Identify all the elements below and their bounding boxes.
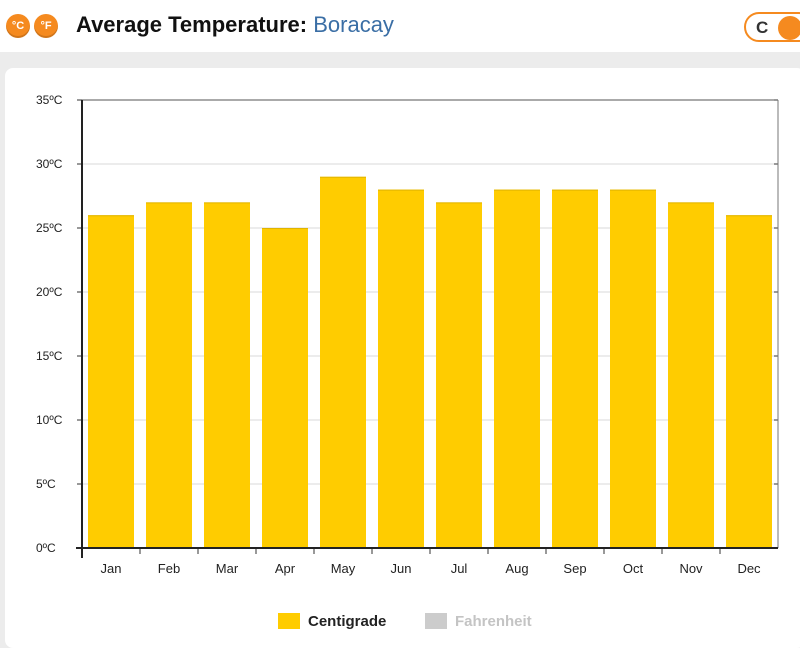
bar-sep <box>552 189 598 548</box>
y-tick-label: 35ºC <box>36 93 63 107</box>
bar-jul <box>436 202 482 548</box>
x-tick-label-apr: Apr <box>275 561 296 576</box>
x-tick-label-jul: Jul <box>451 561 468 576</box>
y-tick-label: 15ºC <box>36 349 63 363</box>
y-tick-label: 20ºC <box>36 285 63 299</box>
x-tick-label-feb: Feb <box>158 561 180 576</box>
legend-label-fahrenheit: Fahrenheit <box>455 613 532 630</box>
y-tick-label: 30ºC <box>36 157 63 171</box>
bar-feb <box>146 202 192 548</box>
bar-dec <box>726 215 772 548</box>
title-label: Average Temperature: <box>76 12 308 37</box>
fahrenheit-unit-icon[interactable]: °F <box>34 14 58 38</box>
x-tick-label-may: May <box>331 561 356 576</box>
x-tick-label-mar: Mar <box>216 561 239 576</box>
y-tick-label: 10ºC <box>36 413 63 427</box>
x-tick-label-oct: Oct <box>623 561 644 576</box>
x-tick-label-nov: Nov <box>679 561 703 576</box>
legend-item-centigrade[interactable]: Centigrade <box>278 612 408 632</box>
unit-toggle[interactable]: C <box>744 12 800 42</box>
bar-apr <box>262 228 308 548</box>
y-tick-label: 25ºC <box>36 221 63 235</box>
bar-may <box>320 176 366 549</box>
bar-jan <box>88 215 134 548</box>
x-tick-label-jun: Jun <box>391 561 412 576</box>
toggle-knob[interactable] <box>778 16 800 40</box>
x-tick-label-aug: Aug <box>505 561 528 576</box>
legend-label-centigrade: Centigrade <box>308 613 387 630</box>
x-tick-label-dec: Dec <box>737 561 761 576</box>
bar-jun <box>378 189 424 548</box>
title-place: Boracay <box>313 12 394 37</box>
page-title: Average Temperature: Boracay <box>76 12 394 38</box>
bar-oct <box>610 189 656 548</box>
celsius-unit-icon[interactable]: °C <box>6 14 30 38</box>
y-tick-label: 0ºC <box>36 541 56 555</box>
legend-item-fahrenheit[interactable]: Fahrenheit <box>425 612 555 632</box>
bar-mar <box>204 202 250 548</box>
legend-swatch-fahrenheit <box>425 613 447 629</box>
bar-nov <box>668 202 714 548</box>
legend-swatch-centigrade <box>278 613 300 629</box>
y-tick-label: 5ºC <box>36 477 56 491</box>
bar-aug <box>494 189 540 548</box>
x-tick-label-jan: Jan <box>101 561 122 576</box>
x-tick-label-sep: Sep <box>563 561 586 576</box>
header: °C °F Average Temperature: Boracay C <box>0 0 800 52</box>
unit-toggle-label: C <box>756 18 769 37</box>
